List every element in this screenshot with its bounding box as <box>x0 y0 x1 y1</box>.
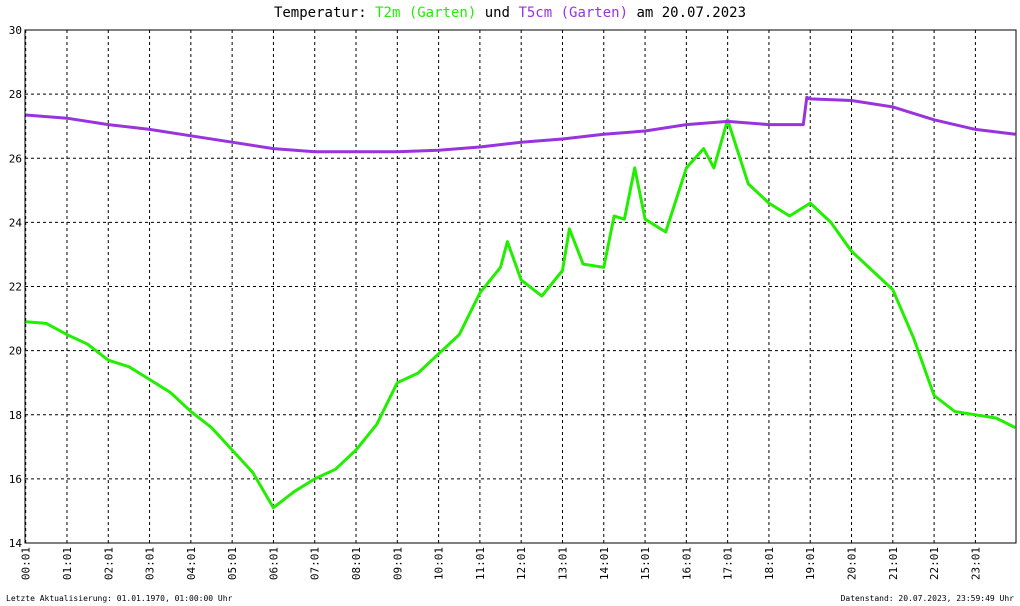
x-tick-label: 11:01 <box>474 547 487 580</box>
chart-title: Temperatur: T2m (Garten) und T5cm (Garte… <box>274 5 746 21</box>
y-tick-label: 20 <box>9 345 22 358</box>
x-tick-label: 19:01 <box>804 547 817 580</box>
series-line <box>25 118 1016 510</box>
x-tick-label: 16:01 <box>680 547 693 580</box>
footer-left: Letzte Aktualisierung: 01.01.1970, 01:00… <box>6 594 233 603</box>
x-tick-label: 10:01 <box>433 547 446 580</box>
y-tick-label: 22 <box>9 281 22 294</box>
x-tick-label: 20:01 <box>846 547 859 580</box>
footer-right: Datenstand: 20.07.2023, 23:59:49 Uhr <box>841 594 1015 603</box>
x-tick-label: 03:01 <box>144 547 157 580</box>
x-tick-label: 12:01 <box>515 547 528 580</box>
x-tick-label: 15:01 <box>639 547 652 580</box>
x-tick-label: 22:01 <box>928 547 941 580</box>
x-tick-label: 02:01 <box>102 547 115 580</box>
x-tick-label: 00:01 <box>20 547 33 580</box>
title-text: und <box>485 5 510 21</box>
y-tick-label: 26 <box>9 152 22 165</box>
series-line <box>25 95 1016 154</box>
title-series: T2m (Garten) <box>375 5 476 21</box>
x-tick-label: 07:01 <box>309 547 322 580</box>
x-tick-label: 14:01 <box>598 547 611 580</box>
title-text: Temperatur: <box>274 5 367 21</box>
x-tick-label: 05:01 <box>226 547 239 580</box>
title-text: am 20.07.2023 <box>636 5 746 21</box>
title-series: T5cm (Garten) <box>518 5 628 21</box>
y-tick-label: 24 <box>9 216 23 229</box>
x-tick-label: 17:01 <box>722 547 735 580</box>
x-tick-label: 06:01 <box>267 547 280 580</box>
y-tick-label: 16 <box>9 473 22 486</box>
x-tick-label: 04:01 <box>185 547 198 580</box>
y-tick-label: 18 <box>9 409 22 422</box>
x-tick-label: 09:01 <box>391 547 404 580</box>
x-tick-label: 21:01 <box>887 547 900 580</box>
x-tick-label: 08:01 <box>350 547 363 580</box>
x-tick-label: 23:01 <box>969 547 982 580</box>
y-tick-label: 14 <box>9 537 23 550</box>
x-tick-label: 01:01 <box>61 547 74 580</box>
x-tick-label: 13:01 <box>556 547 569 580</box>
x-tick-label: 18:01 <box>763 547 776 580</box>
y-tick-label: 28 <box>9 88 22 101</box>
y-tick-label: 30 <box>9 24 22 37</box>
